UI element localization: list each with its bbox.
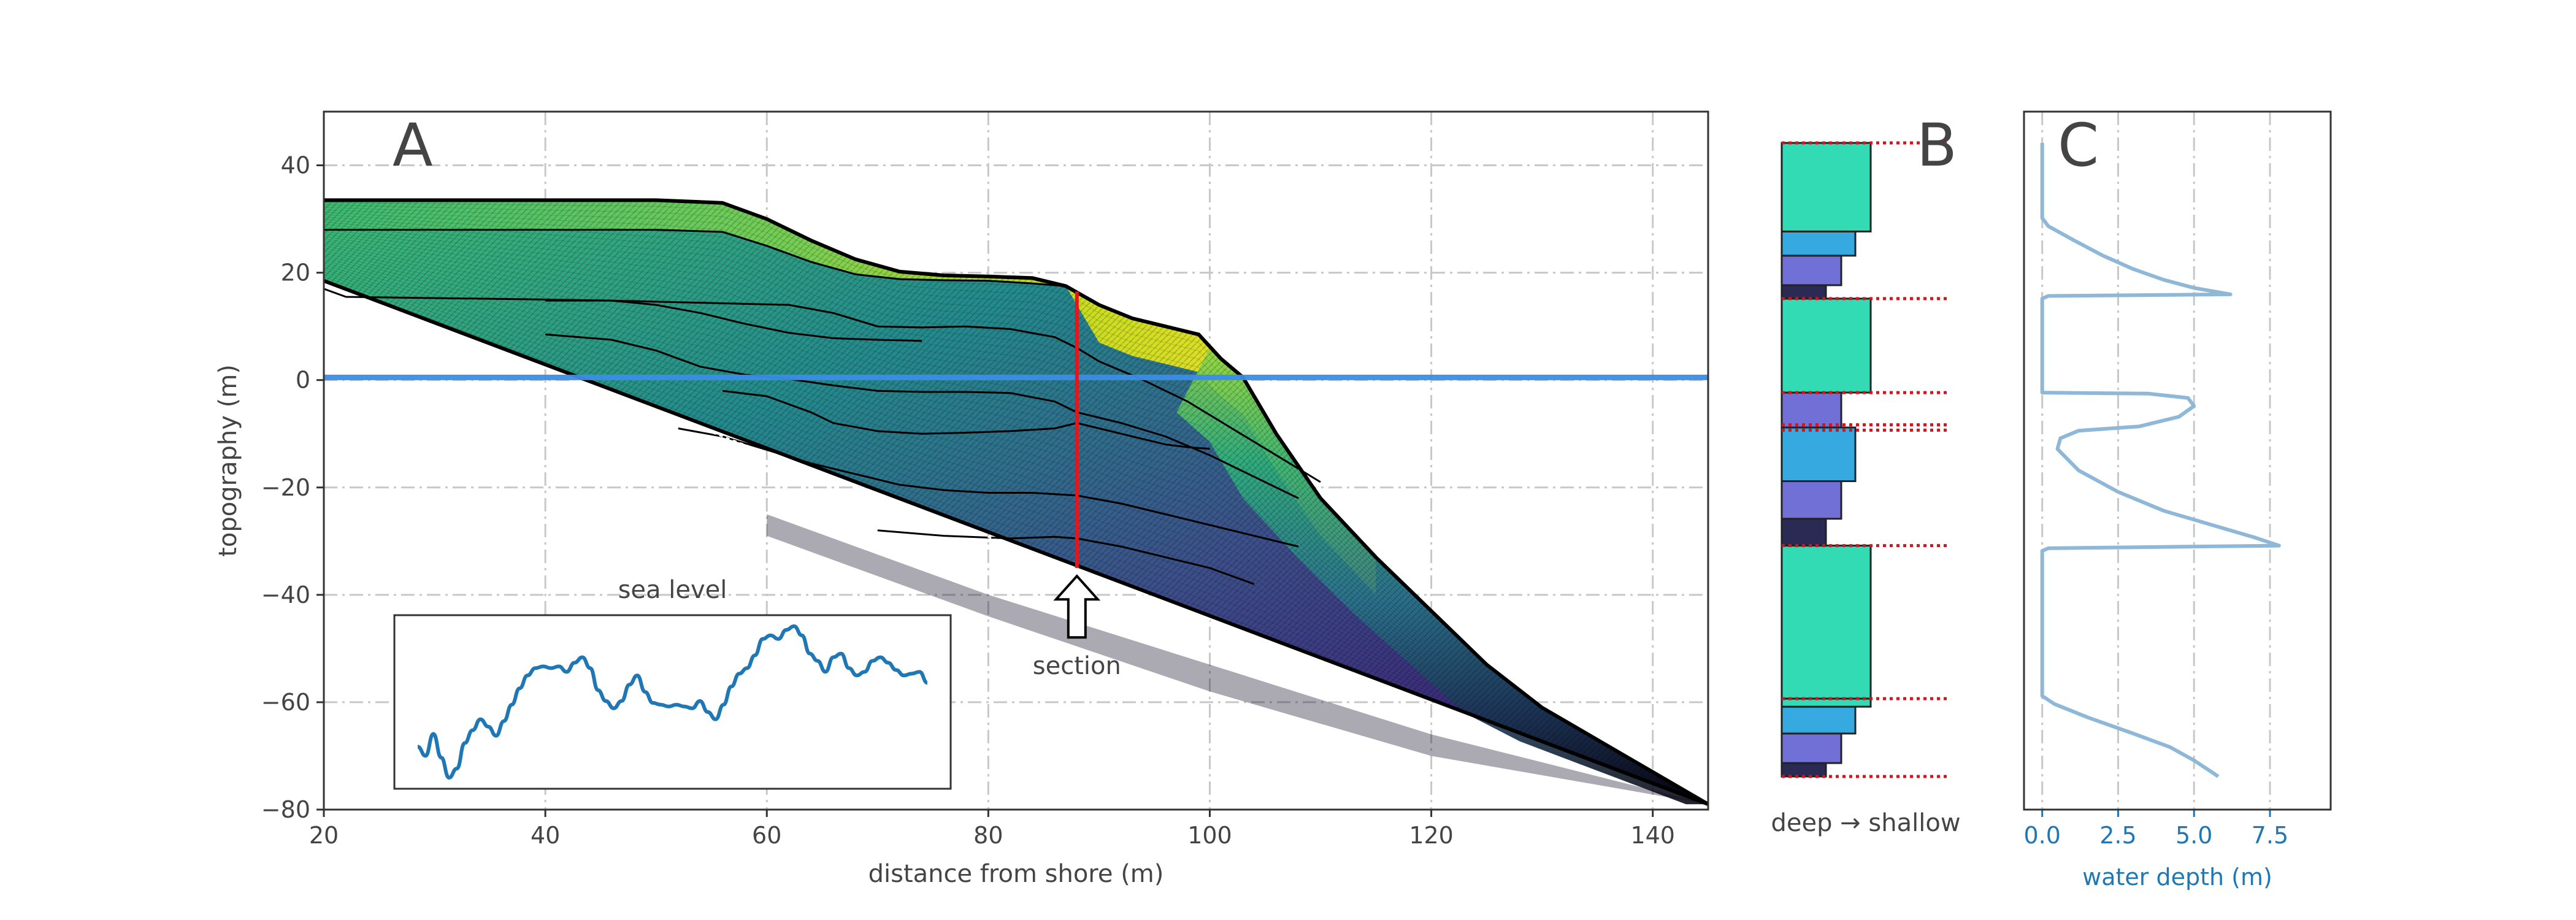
y-tick-label-6: −80 [261,796,310,823]
time-line-4 [324,209,1708,805]
c-tick-label-3: 7.5 [2252,822,2288,849]
x-tick-label-2: 60 [752,822,781,849]
y-tick-label-3: −20 [261,474,310,501]
panel-label-c: C [2058,111,2099,180]
time-line-9 [324,221,1708,805]
panel-a: section 20 40 60 80 100 120 140 40 20 0 −20 −40 −60 −8… [214,110,1709,888]
time-line-15 [324,236,1708,805]
internal-surface-3 [545,333,1299,499]
water-depth-line [2040,143,2281,778]
inset-title: sea level [618,576,727,604]
x-tick-label-1: 40 [531,822,560,849]
panel-label-b: B [1917,111,1957,180]
time-line-22 [324,252,1708,805]
time-line-29 [324,269,1708,805]
time-line-2 [324,204,1708,805]
facies-block-5-2 [1781,230,1857,257]
facies-block-4-0 [1781,297,1872,394]
c-tick-label-0: 0.0 [2023,822,2060,849]
x-tick-label-0: 20 [309,822,339,849]
facies-block-5-0 [1781,284,1827,300]
basement-dashed-line [367,301,1211,622]
c-x-axis-label: water depth (m) [2082,864,2272,891]
time-line-31 [324,274,1708,805]
c-plot-group [2040,143,2281,778]
time-line-32 [324,276,1708,805]
facies-block-5-1 [1781,255,1842,286]
panel-label-a: A [393,111,433,180]
time-line-16 [324,238,1708,805]
facies-block-3-0 [1781,391,1842,429]
time-line-28 [324,267,1708,805]
internal-surface-0 [324,229,1066,287]
inset-sea-level-series [417,624,929,780]
axes-frame-c [2023,110,2332,811]
basement-line [324,278,1708,807]
x-axis-label: distance from shore (m) [868,860,1164,888]
time-line-13 [324,231,1708,805]
final-surface [324,198,1708,806]
time-line-17 [324,240,1708,805]
time-line-23 [324,255,1708,805]
x-tick-label-6: 140 [1630,822,1675,849]
axes-frame-a [323,110,1709,811]
c-tick-label-1: 2.5 [2099,822,2136,849]
y-tick-label-1: 20 [281,259,310,286]
time-line-5 [324,212,1708,805]
x-tick-label-3: 80 [973,822,1003,849]
facies-block-2-1 [1781,480,1842,520]
time-line-8 [324,219,1708,805]
inset-frame [393,614,952,790]
time-line-24 [324,257,1708,805]
facies-block-5-3 [1781,142,1872,232]
x-tick-label-5: 120 [1409,822,1454,849]
facies-block-0-1 [1781,732,1842,764]
panel-b-xlabel: deep → shallow [1771,809,1960,837]
y-axis-label: topography (m) [214,364,242,557]
internal-surface-2 [545,299,1321,483]
c-tick-label-2: 5.0 [2175,822,2212,849]
internal-surface-1 [324,288,922,342]
time-line-18 [324,243,1708,805]
time-line-11 [324,226,1708,805]
facies-block-2-0 [1781,518,1827,547]
x-tick-label-4: 100 [1187,822,1232,849]
time-line-6 [324,214,1708,805]
internal-surface-4 [722,389,1210,450]
y-tick-label-2: 0 [296,367,310,394]
time-line-30 [324,271,1708,805]
section-label: section [1033,652,1121,680]
time-line-25 [324,259,1708,805]
facies-block-0-0 [1781,762,1827,778]
facies-block-1-0 [1781,545,1872,700]
y-tick-label-0: 40 [281,152,310,179]
facies-block-0-2 [1781,705,1857,735]
facies-block-2-2 [1781,426,1857,483]
time-line-12 [324,228,1708,805]
y-tick-label-4: −40 [261,581,310,608]
deposit-texture [324,200,1708,805]
section-arrow [1053,574,1101,639]
time-line-27 [324,264,1708,805]
deposit-group [324,198,1708,807]
time-line-19 [324,245,1708,805]
y-tick-label-5: −60 [261,689,310,716]
